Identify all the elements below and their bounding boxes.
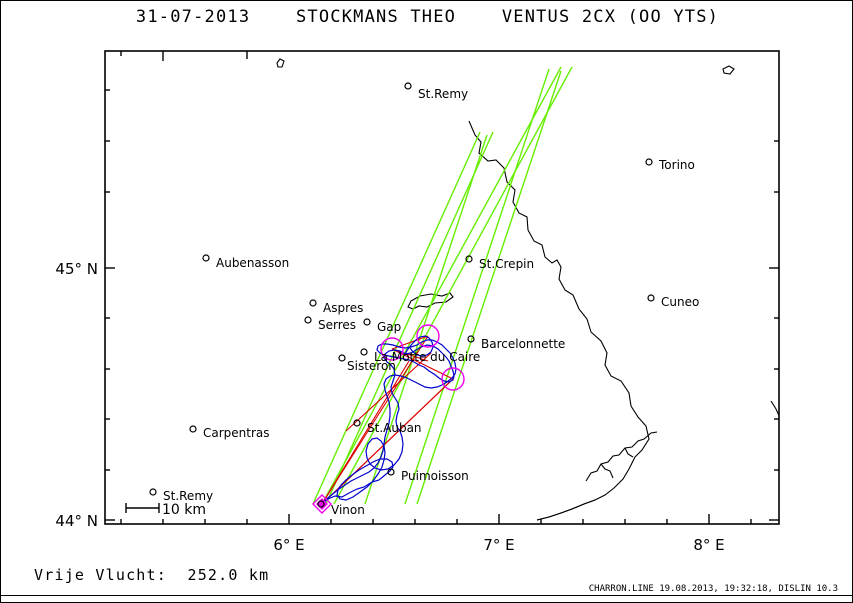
border-france-italy — [468, 120, 650, 521]
city-marker — [338, 354, 346, 362]
city-marker — [647, 294, 655, 302]
turnpoint-start-diamond — [312, 494, 332, 514]
city-label-aspres: Aspres — [323, 301, 363, 315]
city-marker — [363, 318, 371, 326]
track-return — [321, 374, 453, 505]
city-marker — [149, 488, 157, 496]
task-leg-extra3 — [345, 352, 432, 432]
footer-divider — [1, 595, 852, 596]
turnpoint-west — [380, 337, 404, 361]
city-label-barcelonnette: Barcelonnette — [481, 337, 565, 351]
axis-tick-labels: 45° N 44° N 6° E 7° E 8° E — [55, 260, 724, 554]
track-climb-out — [321, 349, 406, 505]
coast-mediterranean — [536, 499, 596, 521]
turnpoint-north — [416, 324, 440, 348]
city-label-st-remy-south: St.Remy — [163, 489, 213, 503]
fan-line-1 — [321, 66, 562, 505]
fan-line-6 — [416, 70, 562, 505]
task-leg-extra1 — [321, 378, 454, 505]
task-leg-extra4 — [321, 360, 410, 505]
city-label-vinon: Vinon — [331, 503, 365, 517]
city-label-puimoisson: Puimoisson — [401, 469, 469, 483]
city-marker — [360, 348, 368, 356]
city-labels: St.Remy Torino Aubenasson St.Crepin Cune… — [163, 87, 699, 517]
axis-ticks — [105, 51, 779, 524]
city-marker — [189, 425, 197, 433]
ytick-label-44N: 44° N — [55, 512, 98, 530]
scale-bar-label: 10 km — [162, 502, 206, 518]
fan-line-3 — [312, 131, 481, 505]
page-title: 31-07-2013 STOCKMANS THEO VENTUS 2CX (OO… — [135, 7, 720, 27]
turnpoint-east — [441, 367, 465, 391]
coast-island-b — [722, 65, 735, 75]
credit-line: CHARRON.LINE 19.08.2013, 19:32:18, DISLI… — [588, 584, 838, 594]
track-upper-oscillation — [404, 335, 434, 357]
city-marker — [304, 316, 312, 324]
city-marker — [317, 500, 325, 508]
fan-line-7 — [364, 134, 488, 505]
city-label-cuneo: Cuneo — [661, 295, 699, 309]
task-fan-lines — [312, 66, 573, 505]
fan-line-2 — [333, 66, 573, 505]
river-branch-a — [600, 463, 614, 479]
plot-frame — [104, 50, 780, 525]
city-label-st-crepin: St.Crepin — [479, 257, 534, 271]
scale-bar: 10 km — [125, 502, 206, 518]
city-marker — [202, 254, 210, 262]
xtick-label-8E: 8° E — [693, 536, 724, 554]
coastline-layer — [276, 58, 779, 521]
city-markers — [149, 82, 655, 508]
city-label-st-remy-north: St.Remy — [418, 87, 468, 101]
city-label-gap: Gap — [377, 320, 401, 334]
city-marker — [387, 468, 395, 476]
xtick-label-7E: 7° E — [483, 536, 514, 554]
city-marker — [645, 158, 653, 166]
city-label-sisteron: Sisteron — [347, 359, 396, 373]
ytick-label-45N: 45° N — [55, 260, 98, 278]
city-marker — [404, 82, 412, 90]
coast-island-a — [276, 58, 285, 68]
city-label-serres: Serres — [318, 318, 356, 332]
city-marker — [467, 335, 475, 343]
city-label-la-motte-du-caire: La Motte du Caire — [374, 350, 480, 364]
track-ridge-run — [376, 339, 457, 383]
city-label-torino: Torino — [658, 158, 695, 172]
city-label-aubenasson: Aubenasson — [216, 256, 289, 270]
city-marker — [309, 299, 317, 307]
fan-line-4 — [325, 131, 494, 505]
city-label-carpentras: Carpentras — [203, 426, 270, 440]
fan-line-5 — [404, 68, 550, 505]
city-label-st-auban: St.Auban — [367, 421, 422, 435]
city-marker — [465, 255, 473, 263]
task-summary: Vrije Vlucht: 252.0 km — [34, 566, 270, 584]
flight-track-layer — [321, 335, 457, 505]
xtick-label-6E: 6° E — [273, 536, 304, 554]
river-durance — [585, 431, 658, 482]
city-marker — [353, 419, 361, 427]
river-branch-b — [624, 447, 634, 458]
